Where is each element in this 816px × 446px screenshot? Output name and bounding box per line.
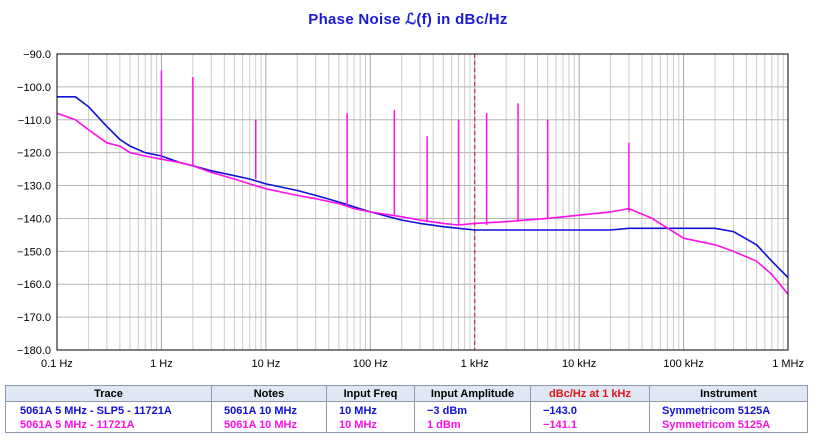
y-tick-label: −170.0 [17, 312, 51, 324]
series-line [56, 112, 789, 295]
y-tick-label: −100.0 [17, 82, 51, 94]
table-row[interactable]: 5061A 5 MHz - SLP5 - 11721A 5061A 5 MHz … [5, 401, 808, 433]
phase-noise-chart: −90.0 −100.0 −110.0 −120.0 −130.0 −140.0 −150.… [17, 49, 804, 370]
x-tick-label: 10 Hz [251, 358, 280, 370]
cell-dbc-at-1khz: −143.0 −141.1 [530, 401, 650, 433]
trace-input-amplitude: −3 dBm [427, 405, 468, 417]
cell-instrument: Symmetricom 5125A Symmetricom 5125A [649, 401, 808, 433]
table-header-row: Trace Notes Input Freq Input Amplitude d… [5, 385, 808, 402]
x-tick-label: 0.1 Hz [41, 358, 73, 370]
cell-trace: 5061A 5 MHz - SLP5 - 11721A 5061A 5 MHz … [5, 401, 212, 433]
y-tick-label: −160.0 [17, 279, 51, 291]
trace-instrument: Symmetricom 5125A [662, 405, 771, 417]
trace-input-amplitude: 1 dBm [427, 419, 461, 431]
cell-input-amplitude: −3 dBm 1 dBm [414, 401, 531, 433]
x-tick-label: 1 kHz [461, 358, 489, 370]
y-tick-label: −130.0 [17, 181, 51, 193]
trace-table: Trace Notes Input Freq Input Amplitude d… [5, 385, 808, 433]
y-tick-label: −90.0 [23, 49, 51, 61]
trace-name: 5061A 5 MHz - 11721A [20, 419, 135, 431]
col-header-instrument: Instrument [649, 385, 808, 402]
y-tick-label: −140.0 [17, 213, 51, 225]
trace-dbc-at-1khz: −141.1 [543, 419, 577, 431]
col-header-input-freq: Input Freq [326, 385, 415, 402]
trace-notes: 5061A 10 MHz [224, 419, 297, 431]
col-header-notes: Notes [211, 385, 327, 402]
x-tick-label: 100 Hz [353, 358, 388, 370]
x-tick-label: 100 kHz [663, 358, 703, 370]
trace-instrument: Symmetricom 5125A [662, 419, 771, 431]
col-header-input-amplitude: Input Amplitude [414, 385, 531, 402]
col-header-dbc-at-1khz: dBc/Hz at 1 kHz [530, 385, 650, 402]
trace-name: 5061A 5 MHz - SLP5 - 11721A [20, 405, 172, 417]
x-tick-label: 1 Hz [150, 358, 173, 370]
y-tick-label: −150.0 [17, 246, 51, 258]
plot-frame [56, 53, 789, 351]
trace-notes: 5061A 10 MHz [224, 405, 297, 417]
x-tick-label: 1 MHz [772, 358, 804, 370]
col-header-trace: Trace [5, 385, 212, 402]
trace-input-freq: 10 MHz [339, 405, 377, 417]
trace-dbc-at-1khz: −143.0 [543, 405, 577, 417]
axis-labels: −90.0 −100.0 −110.0 −120.0 −130.0 −140.0 −150.… [17, 49, 804, 370]
y-tick-label: −110.0 [18, 115, 51, 127]
cell-notes: 5061A 10 MHz 5061A 10 MHz [211, 401, 327, 433]
y-tick-label: −120.0 [17, 148, 51, 160]
grid [56, 53, 788, 351]
y-tick-label: −180.0 [17, 345, 51, 357]
chart-title: Phase Noise ℒ(f) in dBc/Hz [308, 11, 508, 28]
cell-input-freq: 10 MHz 10 MHz [326, 401, 415, 433]
x-tick-label: 10 kHz [562, 358, 596, 370]
data-layer [56, 54, 789, 350]
trace-input-freq: 10 MHz [339, 419, 377, 431]
